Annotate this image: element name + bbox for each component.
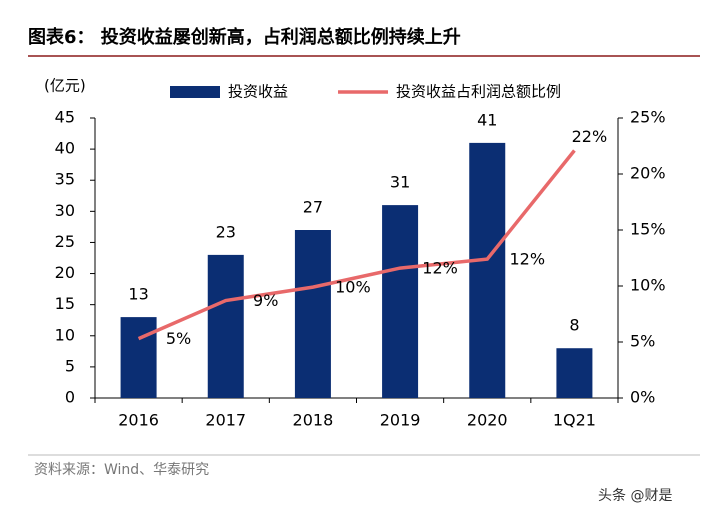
bar-value-label: 8 [569,316,579,335]
y2-tick-label: 0% [630,388,655,407]
bar-value-label: 13 [128,285,148,304]
y-tick-label: 35 [55,170,75,189]
line-value-label: 10% [335,278,371,297]
y2-tick-label: 10% [630,276,666,295]
y2-tick-label: 20% [630,164,666,183]
y-tick-label: 40 [55,139,75,158]
line-value-label: 12% [509,250,545,269]
bar [382,205,419,398]
line-value-label: 9% [253,291,278,310]
chart-title: 图表6： 投资收益屡创新高，占利润总额比例持续上升 [28,26,461,48]
y-tick-label: 20 [55,263,75,282]
bar-value-label: 27 [303,198,323,217]
y-tick-label: 10 [55,325,75,344]
legend-swatch [170,86,220,98]
bar [120,317,157,398]
line-value-label: 12% [422,259,458,278]
bar [556,348,593,398]
bar [469,142,506,398]
x-tick-label: 1Q21 [553,411,596,430]
x-tick-label: 2017 [205,411,246,430]
bar [294,230,331,398]
line-value-label: 5% [166,329,191,348]
y-tick-label: 5 [65,356,75,375]
y-tick-label: 25 [55,232,75,251]
y-tick-label: 45 [55,108,75,127]
x-tick-label: 2020 [467,411,508,430]
y-tick-label: 30 [55,201,75,220]
y-tick-label: 0 [65,388,75,407]
bar-value-label: 41 [477,110,497,129]
line [137,149,576,341]
legend-label: 投资收益占利润总额比例 [396,83,561,101]
bar-value-label: 23 [216,222,236,241]
y2-tick-label: 5% [630,332,655,351]
x-tick-label: 2018 [293,411,334,430]
x-tick-label: 2019 [380,411,421,430]
x-tick-label: 2016 [118,411,159,430]
y-tick-label: 15 [55,294,75,313]
watermark: 头条 @财是 [598,487,672,504]
bar [207,254,244,398]
bar-value-label: 31 [390,173,410,192]
y2-tick-label: 25% [630,108,666,127]
legend-label: 投资收益 [228,83,288,101]
source: 资料来源：Wind、华泰研究 [34,462,209,478]
y-axis-label: (亿元) [44,77,86,95]
y2-tick-label: 15% [630,220,666,239]
line-value-label: 22% [572,127,608,146]
